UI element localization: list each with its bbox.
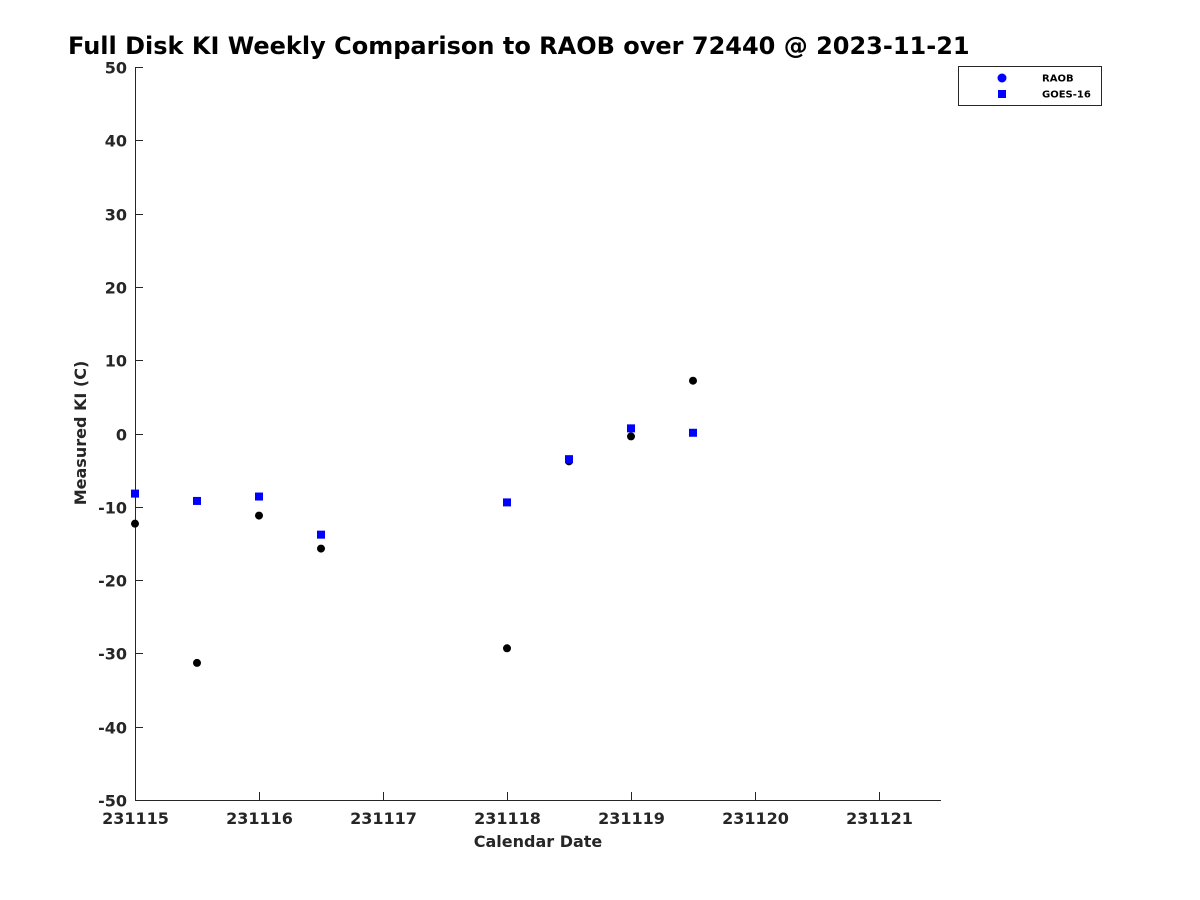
y-tick-label: 0 [116,426,127,445]
y-tick-label: -30 [98,645,127,664]
series-raob [131,376,697,667]
y-tick-label: 10 [105,352,127,371]
goes-16-point [255,492,263,501]
x-tick-label: 231119 [598,809,665,828]
legend: RAOB GOES-16 [958,66,1102,106]
legend-box [958,66,1102,106]
y-ticks: 50 40 30 20 10 0 -10 -20 -30 -40 -50 [98,59,143,811]
x-tick-label: 231121 [846,809,913,828]
goes-16-point [317,530,325,539]
y-tick-label: 40 [105,132,127,151]
y-tick-label: -40 [98,719,127,738]
legend-goes-16-label: GOES-16 [1042,90,1091,101]
raob-point [193,658,201,667]
series-goes-16 [131,424,697,539]
goes-16-point [503,498,511,507]
y-axis-label: Measured KI (C) [71,361,90,506]
x-tick-label: 231120 [722,809,789,828]
raob-point [503,644,511,653]
x-tick-label: 231118 [474,809,541,828]
goes-16-point [565,455,573,464]
y-tick-label: -10 [98,499,127,518]
raob-point [627,432,635,441]
x-ticks: 231115 231116 231117 231118 231119 231120 2311… [102,792,913,828]
legend-raob-label: RAOB [1042,74,1074,85]
y-tick-label: -20 [98,572,127,591]
goes-16-point [627,424,635,433]
x-axis-label: Calendar Date [474,832,603,851]
goes-16-point [131,489,139,498]
y-tick-label: -50 [98,792,127,811]
x-tick-label: 231116 [226,809,293,828]
goes-16-point [193,496,201,505]
x-tick-label: 231117 [350,809,417,828]
goes-16-point [689,428,697,437]
x-tick-label: 231115 [102,809,169,828]
raob-point [689,376,697,385]
raob-point [131,519,139,528]
y-tick-label: 20 [105,279,127,298]
chart-title: Full Disk KI Weekly Comparison to RAOB o… [68,32,970,60]
legend-raob-marker [997,73,1007,83]
legend-goes-16-marker [998,90,1006,98]
raob-point [255,511,263,520]
raob-point [317,544,325,553]
y-tick-label: 50 [105,59,127,78]
y-tick-label: 30 [105,206,127,225]
